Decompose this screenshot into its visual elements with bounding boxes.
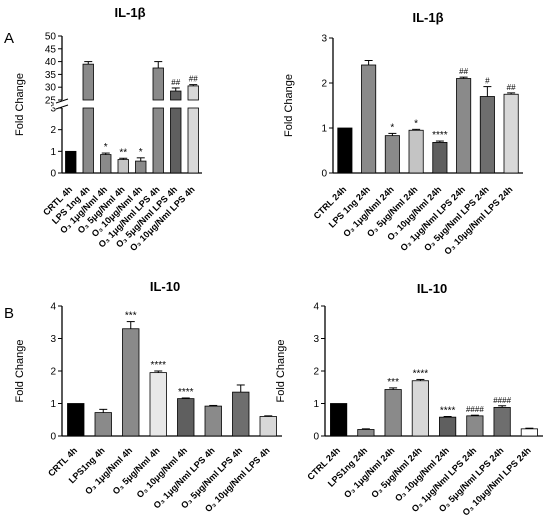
chart-title: IL-10 — [417, 281, 447, 296]
bar — [411, 380, 429, 437]
bar — [357, 429, 375, 437]
bar — [384, 389, 402, 437]
significance-label: ** — [119, 147, 127, 158]
chart-title: IL-1β — [412, 10, 443, 25]
bar — [361, 64, 377, 174]
significance-label: ## — [171, 78, 180, 87]
bar — [432, 141, 448, 174]
bar — [65, 150, 77, 174]
y-tick-label: 1 — [321, 124, 327, 135]
bar — [67, 403, 85, 437]
bar — [408, 129, 424, 174]
y-axis-label: Fold Change — [283, 74, 295, 137]
y-tick-label: 45 — [45, 44, 57, 55]
significance-label: * — [390, 122, 394, 133]
y-axis-label: Fold Change — [14, 340, 26, 403]
bar — [135, 160, 147, 174]
y-tick-label: 0 — [50, 432, 56, 443]
significance-label: # — [485, 77, 490, 86]
chart-title: IL-10 — [150, 279, 180, 294]
y-tick-label: 3 — [321, 34, 327, 45]
bar — [177, 398, 195, 437]
bar — [330, 403, 348, 437]
y-tick-label: 50 — [45, 32, 57, 43]
bar — [122, 328, 140, 437]
y-tick-label: 40 — [45, 57, 57, 68]
y-tick-label: 2 — [321, 79, 327, 90]
bar — [259, 416, 277, 437]
bar — [82, 107, 94, 174]
y-tick-label: 30 — [45, 83, 57, 94]
y-tick-label: 3 — [50, 334, 56, 345]
bar — [149, 372, 167, 437]
significance-label: ## — [459, 67, 468, 76]
y-tick-label: 4 — [313, 302, 319, 313]
bar — [152, 107, 164, 174]
significance-label: #### — [466, 405, 484, 414]
y-tick-label: 2 — [50, 125, 56, 136]
panel-label-b: B — [4, 305, 14, 322]
significance-label: **** — [440, 406, 456, 417]
bar — [466, 415, 484, 437]
bar — [117, 159, 129, 174]
significance-label: ## — [507, 83, 516, 92]
bar — [503, 93, 519, 174]
bar — [204, 405, 222, 437]
bar — [187, 107, 199, 174]
significance-label: *** — [125, 311, 137, 322]
y-tick-label: 1 — [50, 399, 56, 410]
panel-label-a: A — [4, 30, 14, 47]
significance-label: **** — [413, 368, 429, 379]
bar-upper — [170, 90, 182, 101]
significance-label: **** — [432, 130, 448, 141]
y-tick-label: 1 — [50, 147, 56, 158]
bar — [384, 135, 400, 174]
y-tick-label: 4 — [50, 302, 56, 313]
bar — [337, 127, 353, 174]
y-tick-label: 0 — [313, 432, 319, 443]
bar — [94, 412, 112, 437]
y-axis-label: Fold Change — [275, 340, 287, 403]
bar — [520, 428, 538, 437]
bar — [439, 416, 457, 437]
y-tick-label: 35 — [45, 70, 57, 81]
y-tick-label: 1 — [313, 399, 319, 410]
bar — [100, 154, 112, 174]
y-tick-label: 3 — [313, 334, 319, 345]
bar-upper — [187, 85, 199, 101]
axis-break-mark — [55, 98, 69, 104]
y-tick-label: 0 — [321, 169, 327, 180]
significance-label: **** — [178, 387, 194, 398]
bar — [170, 107, 182, 174]
bar — [493, 406, 511, 437]
y-tick-label: 2 — [50, 367, 56, 378]
chart-title: IL-1β — [114, 5, 145, 20]
bar — [479, 96, 495, 174]
y-tick-label: 2 — [313, 367, 319, 378]
significance-label: * — [414, 118, 418, 129]
significance-label: #### — [493, 396, 511, 405]
bar — [232, 391, 250, 437]
axis-break-mark — [55, 104, 69, 110]
y-tick-label: 25 — [45, 96, 57, 107]
bar-upper — [82, 63, 94, 101]
bar-upper — [152, 67, 164, 101]
significance-label: ## — [189, 75, 198, 84]
y-tick-label: 0 — [50, 169, 56, 180]
significance-label: * — [104, 142, 108, 153]
axis-break-gap — [54, 100, 204, 108]
significance-label: * — [139, 147, 143, 158]
y-tick-label: 3 — [50, 104, 56, 115]
y-axis-label: Fold Change — [14, 73, 26, 136]
significance-label: *** — [387, 377, 399, 388]
significance-label: **** — [150, 360, 166, 371]
bar — [456, 78, 472, 174]
